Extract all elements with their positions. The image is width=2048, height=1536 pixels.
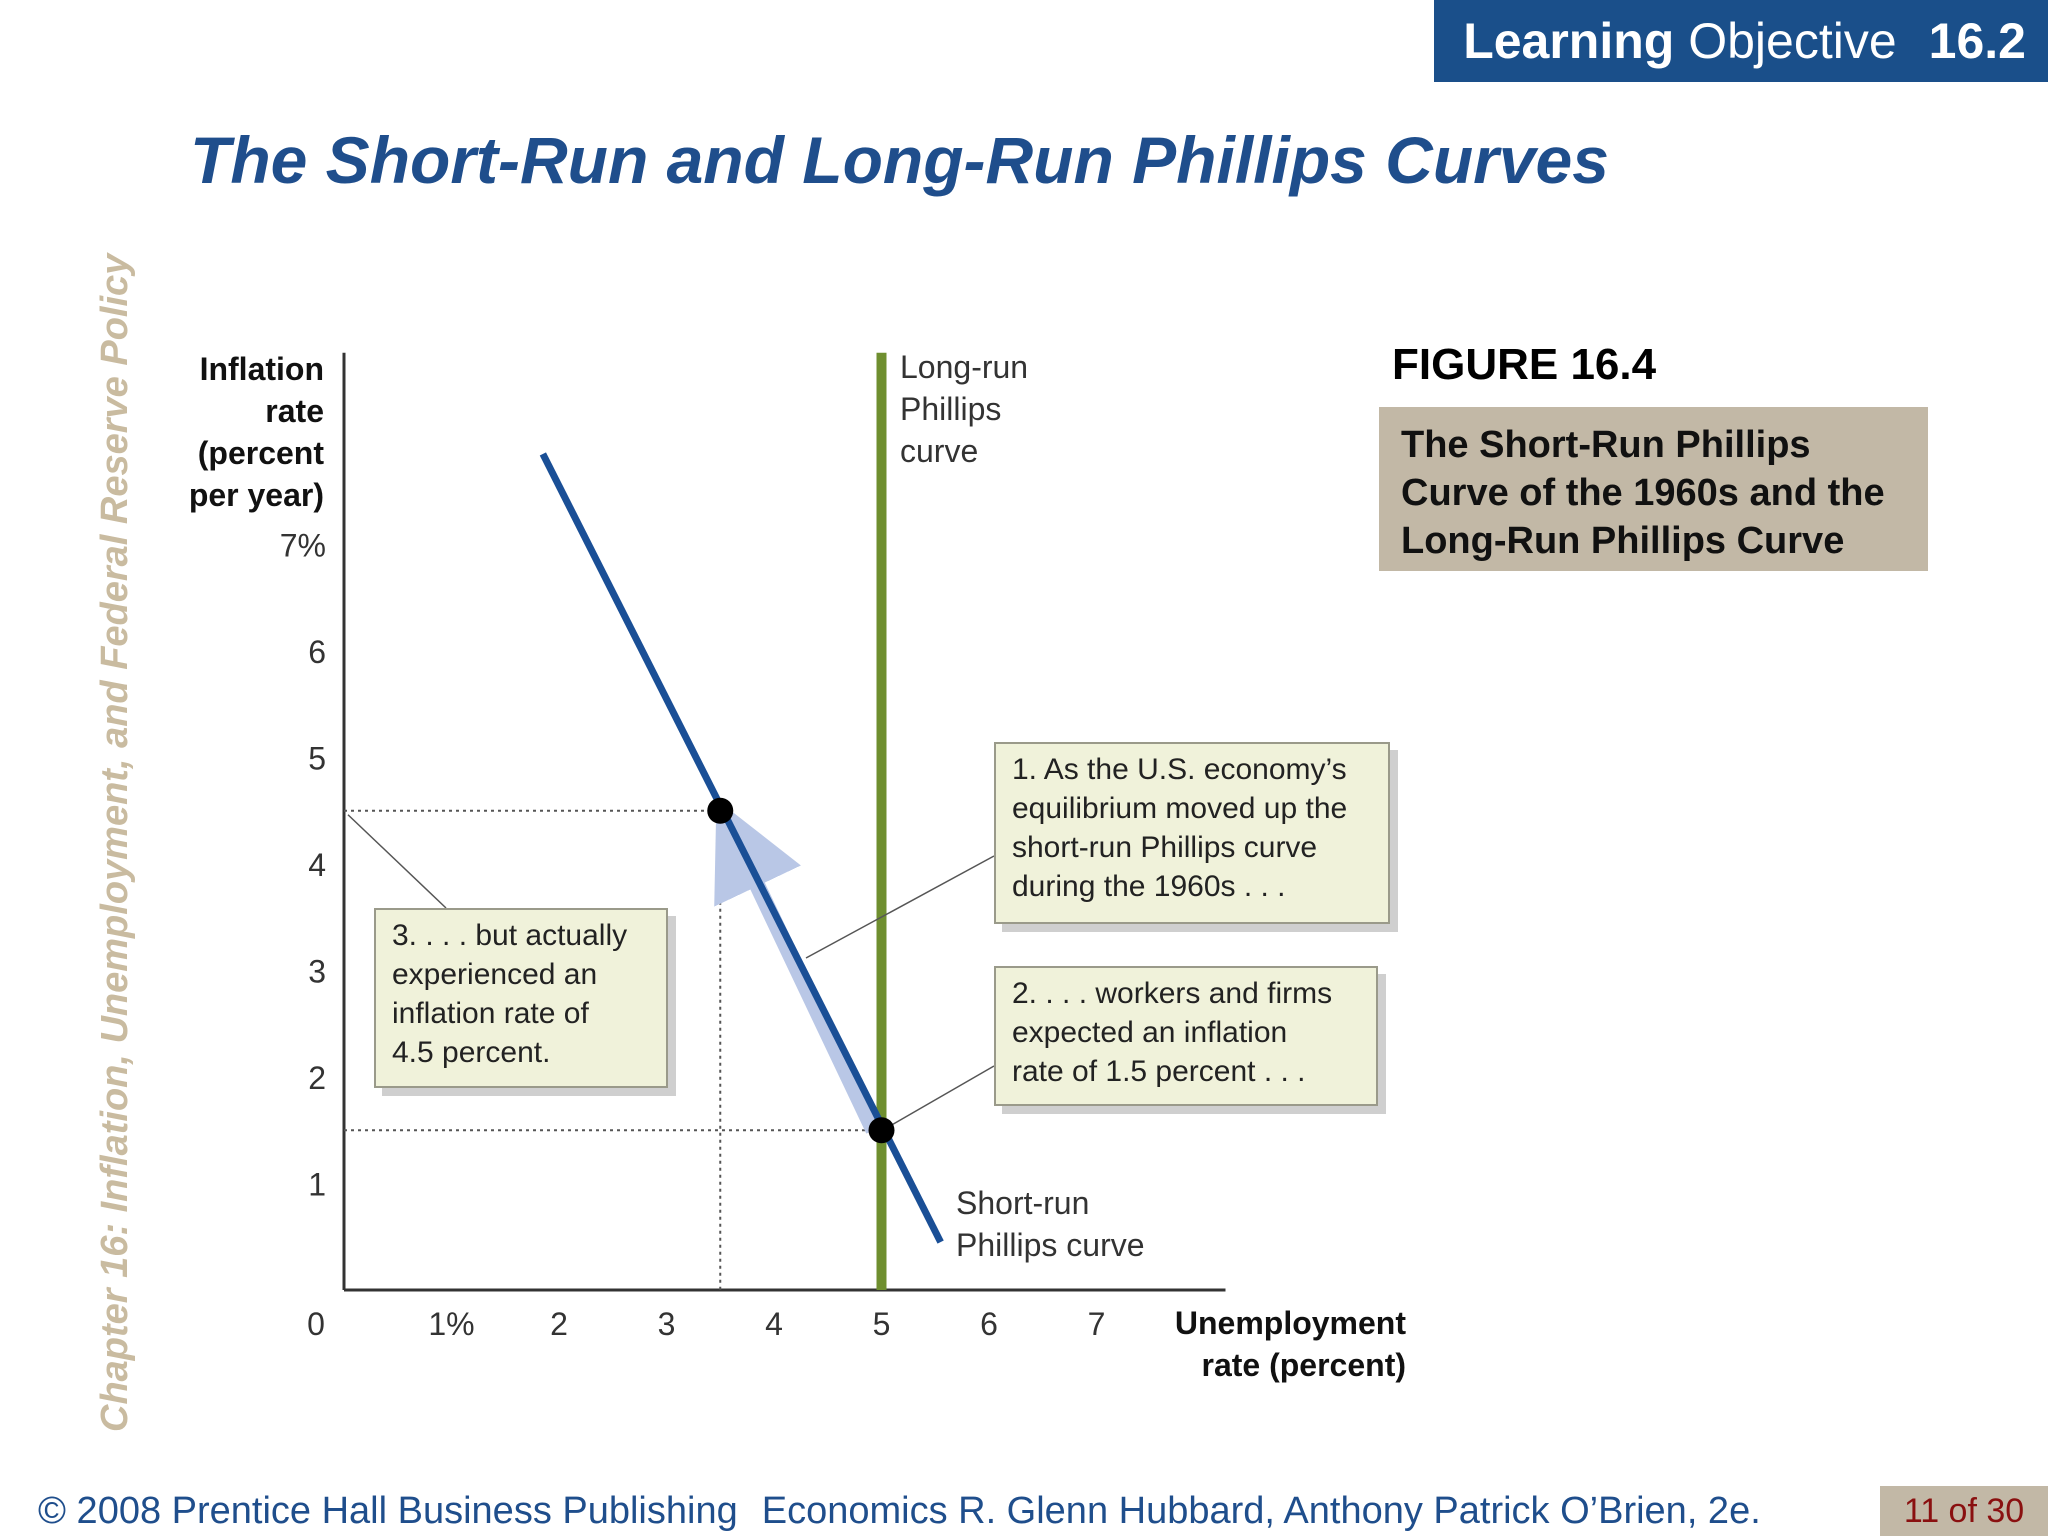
x-tick-label: 6 [980, 1306, 998, 1342]
y-tick-label: 6 [308, 634, 326, 670]
x-axis-title-line: rate (percent) [1202, 1347, 1407, 1383]
footer: © 2008 Prentice Hall Business Publishing… [38, 1490, 1785, 1533]
short-run-curve-label-line: Phillips curve [956, 1227, 1145, 1263]
footer-copyright: © 2008 Prentice Hall Business Publishing [38, 1490, 738, 1532]
annotation-line: short-run Phillips curve [1012, 831, 1318, 864]
y-tick-label: 1 [308, 1167, 326, 1203]
annotation-line: experienced an [392, 958, 598, 991]
lo-label-rest: Objective [1688, 13, 1897, 69]
lo-label-bold: Learning [1463, 13, 1675, 69]
equilibrium-point-1 [707, 797, 734, 824]
figure-caption: The Short-Run Phillips Curve of the 1960… [1379, 407, 1928, 571]
y-tick-label: 3 [308, 954, 326, 990]
long-run-curve-label-line: Phillips [900, 391, 1001, 427]
annotation-line: 4.5 percent. [392, 1036, 551, 1069]
annotation-1: 1. As the U.S. economy’s equilibrium mov… [994, 742, 1390, 924]
figure-label: FIGURE 16.4 [1392, 340, 1657, 389]
short-run-curve-label-line: Short-run [956, 1185, 1089, 1221]
y-tick-label: 2 [308, 1060, 326, 1096]
footer-book: Economics R. Glenn Hubbard, Anthony Patr… [761, 1490, 1761, 1532]
short-run-phillips-curve [539, 452, 944, 1244]
y-tick-label: 7% [280, 528, 326, 564]
annotation-line: 1. As the U.S. economy’s [1012, 753, 1347, 786]
x-tick-label: 2 [550, 1306, 568, 1342]
caption-line: Curve of the 1960s and the [1401, 472, 1885, 514]
x-tick-label: 4 [765, 1306, 783, 1342]
x-tick-label: 3 [658, 1306, 676, 1342]
annotation-line: 2. . . . workers and firms [1012, 977, 1333, 1010]
phillips-curve-chart: 0 1% 2 3 4 5 6 7 1 2 3 4 5 6 7% Inflation rate (percent pe… [189, 349, 1407, 1383]
slide-title: The Short-Run and Long-Run Phillips Curv… [190, 123, 1609, 197]
long-run-curve-label-line: curve [900, 433, 978, 469]
y-tick-label: 4 [308, 847, 326, 883]
lo-number: 16.2 [1928, 13, 2026, 69]
y-axis-title-line: per year) [189, 477, 324, 513]
x-tick-label: 5 [873, 1306, 891, 1342]
annotation-2-leader [889, 1065, 995, 1127]
annotation-line: rate of 1.5 percent . . . [1012, 1055, 1306, 1088]
y-axis-title-line: rate [265, 393, 324, 429]
x-axis-title-line: Unemployment [1175, 1305, 1406, 1341]
y-axis-title-line: Inflation [200, 351, 324, 387]
y-tick-label: 5 [308, 741, 326, 777]
annotation-1-leader [805, 855, 995, 959]
annotation-2: 2. . . . workers and firms expected an i… [994, 966, 1378, 1106]
learning-objective-badge: Learning Objective 16.2 [1434, 0, 2048, 82]
caption-line: Long-Run Phillips Curve [1401, 520, 1845, 562]
annotation-line: 3. . . . but actually [392, 919, 628, 952]
y-axis-title-line: (percent [198, 435, 325, 471]
x-tick-label: 0 [307, 1306, 325, 1342]
caption-line: The Short-Run Phillips [1401, 424, 1811, 466]
long-run-curve-label-line: Long-run [900, 349, 1028, 385]
annotation-line: inflation rate of [392, 997, 589, 1030]
annotation-line: during the 1960s . . . [1012, 870, 1286, 903]
x-tick-label: 1% [428, 1306, 474, 1342]
annotation-3: 3. . . . but actually experienced an inf… [374, 908, 668, 1088]
equilibrium-point-2 [868, 1117, 895, 1144]
annotation-line: expected an inflation [1012, 1016, 1288, 1049]
page-number: 11 of 30 [1880, 1486, 2048, 1536]
annotation-line: equilibrium moved up the [1012, 792, 1348, 825]
annotation-3-leader [347, 814, 447, 909]
x-tick-label: 7 [1088, 1306, 1106, 1342]
